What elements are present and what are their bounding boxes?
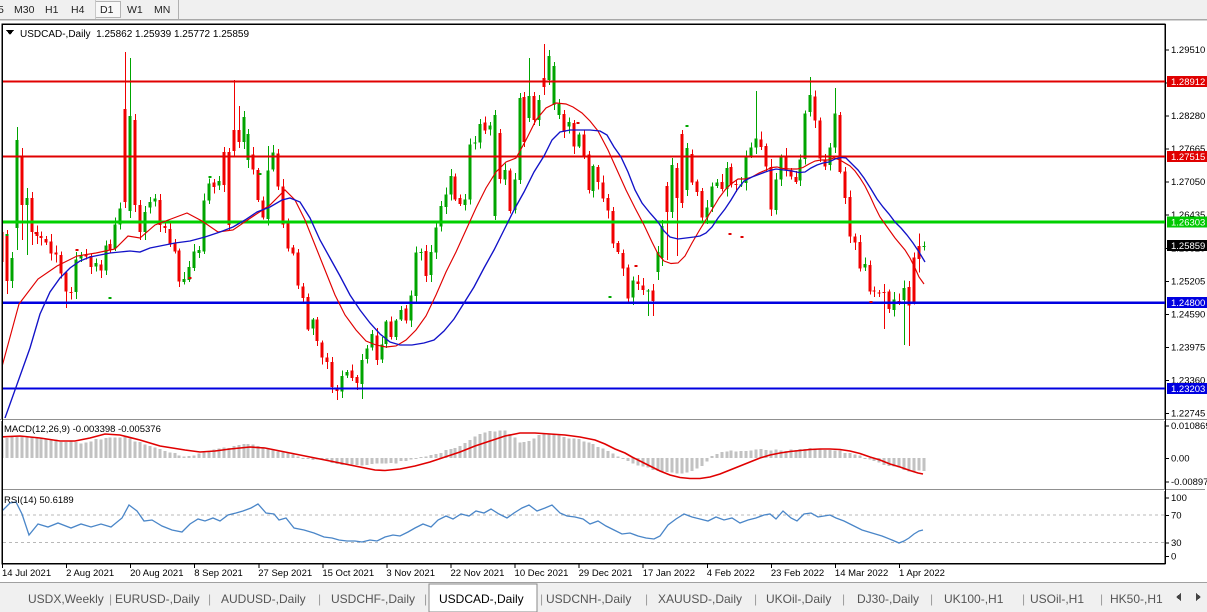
svg-text:|: | bbox=[318, 592, 321, 606]
svg-text:1.28912: 1.28912 bbox=[1171, 77, 1205, 88]
svg-text:|: | bbox=[1100, 592, 1103, 606]
svg-text:1 Apr 2022: 1 Apr 2022 bbox=[899, 568, 945, 579]
svg-text:-0.008974: -0.008974 bbox=[1171, 477, 1207, 488]
svg-text:MACD(12,26,9) -0.003398 -0.005: MACD(12,26,9) -0.003398 -0.005376 bbox=[4, 424, 161, 435]
svg-text:1.27515: 1.27515 bbox=[1171, 152, 1205, 163]
svg-text:USDX,Weekly: USDX,Weekly bbox=[28, 592, 104, 606]
svg-text:UKOil-,Daily: UKOil-,Daily bbox=[766, 592, 831, 606]
svg-text:USDCAD-,Daily: USDCAD-,Daily bbox=[439, 592, 524, 606]
svg-text:0: 0 bbox=[1171, 552, 1176, 563]
svg-text:MN: MN bbox=[154, 4, 170, 16]
svg-text:|: | bbox=[1022, 592, 1025, 606]
svg-text:22 Nov 2021: 22 Nov 2021 bbox=[450, 568, 504, 579]
svg-text:1.24800: 1.24800 bbox=[1171, 298, 1205, 309]
svg-text:1.23360: 1.23360 bbox=[1171, 376, 1205, 387]
svg-text:2 Aug 2021: 2 Aug 2021 bbox=[66, 568, 114, 579]
svg-text:8 Sep 2021: 8 Sep 2021 bbox=[194, 568, 243, 579]
svg-text:20 Aug 2021: 20 Aug 2021 bbox=[130, 568, 183, 579]
svg-text:M30: M30 bbox=[14, 4, 35, 16]
svg-text:|: | bbox=[754, 592, 757, 606]
svg-text:14 Mar 2022: 14 Mar 2022 bbox=[835, 568, 888, 579]
svg-text:10 Dec 2021: 10 Dec 2021 bbox=[515, 568, 569, 579]
svg-text:D1: D1 bbox=[100, 4, 114, 16]
svg-text:H4: H4 bbox=[71, 4, 85, 16]
svg-text:14 Jul 2021: 14 Jul 2021 bbox=[2, 568, 51, 579]
svg-text:1.29510: 1.29510 bbox=[1171, 45, 1205, 56]
svg-text:100: 100 bbox=[1171, 493, 1187, 504]
svg-text:UK100-,H1: UK100-,H1 bbox=[944, 592, 1004, 606]
svg-text:|: | bbox=[930, 592, 933, 606]
svg-text:0.00: 0.00 bbox=[1171, 454, 1190, 465]
svg-text:3 Nov 2021: 3 Nov 2021 bbox=[386, 568, 435, 579]
svg-text:30: 30 bbox=[1171, 538, 1182, 549]
svg-text:1.26303: 1.26303 bbox=[1171, 217, 1205, 228]
svg-text:USDCHF-,Daily: USDCHF-,Daily bbox=[331, 592, 415, 606]
svg-text:USOil-,H1: USOil-,H1 bbox=[1030, 592, 1084, 606]
svg-text:1.26435: 1.26435 bbox=[1171, 210, 1205, 221]
svg-text:W1: W1 bbox=[127, 4, 143, 16]
svg-text:USDCNH-,Daily: USDCNH-,Daily bbox=[546, 592, 631, 606]
svg-text:|: | bbox=[540, 592, 543, 606]
svg-text:DJ30-,Daily: DJ30-,Daily bbox=[857, 592, 919, 606]
svg-text:1.25859: 1.25859 bbox=[1171, 241, 1205, 252]
svg-text:5: 5 bbox=[0, 4, 4, 16]
svg-text:1.24590: 1.24590 bbox=[1171, 309, 1205, 320]
svg-text:27 Sep 2021: 27 Sep 2021 bbox=[258, 568, 312, 579]
svg-text:|: | bbox=[645, 592, 648, 606]
svg-text:1.27665: 1.27665 bbox=[1171, 144, 1205, 155]
svg-text:1.28280: 1.28280 bbox=[1171, 111, 1205, 122]
svg-text:|: | bbox=[424, 592, 427, 606]
svg-text:H1: H1 bbox=[45, 4, 59, 16]
svg-text:0.010869: 0.010869 bbox=[1171, 421, 1207, 432]
svg-text:1.27050: 1.27050 bbox=[1171, 177, 1205, 188]
svg-text:1.25205: 1.25205 bbox=[1171, 276, 1205, 287]
svg-text:17 Jan 2022: 17 Jan 2022 bbox=[643, 568, 695, 579]
svg-text:4 Feb 2022: 4 Feb 2022 bbox=[707, 568, 755, 579]
svg-text:AUDUSD-,Daily: AUDUSD-,Daily bbox=[221, 592, 306, 606]
svg-text:15 Oct 2021: 15 Oct 2021 bbox=[322, 568, 374, 579]
svg-text:XAUUSD-,Daily: XAUUSD-,Daily bbox=[658, 592, 742, 606]
svg-text:EURUSD-,Daily: EURUSD-,Daily bbox=[115, 592, 200, 606]
svg-text:1.22745: 1.22745 bbox=[1171, 409, 1205, 420]
svg-text:1.23203: 1.23203 bbox=[1171, 384, 1205, 395]
svg-text:USDCAD-,Daily 1.25862 1.25939: USDCAD-,Daily 1.25862 1.25939 1.25772 1.… bbox=[20, 29, 249, 40]
svg-text:29 Dec 2021: 29 Dec 2021 bbox=[579, 568, 633, 579]
svg-text:RSI(14) 50.6189: RSI(14) 50.6189 bbox=[4, 495, 74, 506]
svg-text:70: 70 bbox=[1171, 511, 1182, 522]
svg-text:|: | bbox=[208, 592, 211, 606]
svg-text:1.23975: 1.23975 bbox=[1171, 342, 1205, 353]
svg-text:|: | bbox=[842, 592, 845, 606]
svg-text:23 Feb 2022: 23 Feb 2022 bbox=[771, 568, 824, 579]
svg-text:HK50-,H1: HK50-,H1 bbox=[1110, 592, 1163, 606]
svg-text:|: | bbox=[109, 592, 112, 606]
